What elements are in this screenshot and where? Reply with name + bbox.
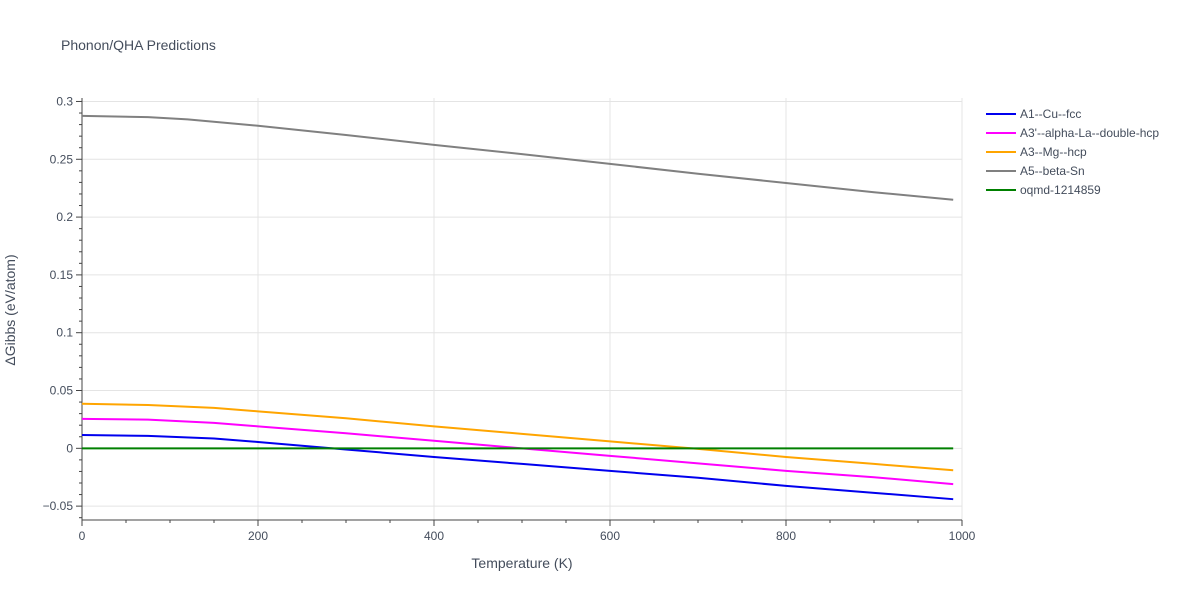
- legend-item[interactable]: A5--beta-Sn: [986, 164, 1085, 178]
- y-tick-label: −0.05: [43, 499, 74, 513]
- legend-label: A3--Mg--hcp: [1020, 145, 1087, 159]
- legend-item[interactable]: A3'--alpha-La--double-hcp: [986, 126, 1159, 140]
- x-tick-label: 600: [600, 529, 620, 543]
- x-tick-label: 400: [424, 529, 444, 543]
- y-tick-label: 0.05: [50, 384, 74, 398]
- legend-label: A1--Cu--fcc: [1020, 107, 1081, 121]
- legend-label: oqmd-1214859: [1020, 183, 1101, 197]
- y-tick-label: 0.25: [50, 152, 74, 166]
- legend-label: A3'--alpha-La--double-hcp: [1020, 126, 1159, 140]
- legend-item[interactable]: A1--Cu--fcc: [986, 107, 1081, 121]
- axes: 0 200 400 600 800 1000 −0.05 0 0.05 0.1 0.15 0.2 0.2…: [43, 94, 976, 543]
- y-tick-label: 0: [66, 441, 73, 455]
- series-lines: [81, 114, 954, 501]
- legend-label: A5--beta-Sn: [1020, 164, 1085, 178]
- y-axis-title: ΔGibbs (eV/atom): [2, 254, 18, 365]
- series-line: [81, 402, 954, 472]
- series-line: [81, 417, 954, 486]
- chart-title: Phonon/QHA Predictions: [61, 37, 216, 53]
- x-tick-label: 200: [248, 529, 268, 543]
- series-line: [81, 434, 954, 501]
- y-tick-label: 0.2: [56, 210, 73, 224]
- grid-lines: [82, 98, 963, 520]
- x-axis-title: Temperature (K): [471, 555, 572, 571]
- y-tick-label: 0.15: [50, 268, 74, 282]
- series-line: [81, 114, 954, 201]
- y-tick-label: 0.3: [56, 94, 73, 108]
- x-tick-label: 1000: [949, 529, 976, 543]
- legend-item[interactable]: oqmd-1214859: [986, 183, 1101, 197]
- x-tick-label: 800: [776, 529, 796, 543]
- legend[interactable]: A1--Cu--fcc A3'--alpha-La--double-hcp A3--…: [986, 107, 1159, 197]
- legend-item[interactable]: A3--Mg--hcp: [986, 145, 1087, 159]
- y-tick-label: 0.1: [56, 326, 73, 340]
- x-tick-label: 0: [79, 529, 86, 543]
